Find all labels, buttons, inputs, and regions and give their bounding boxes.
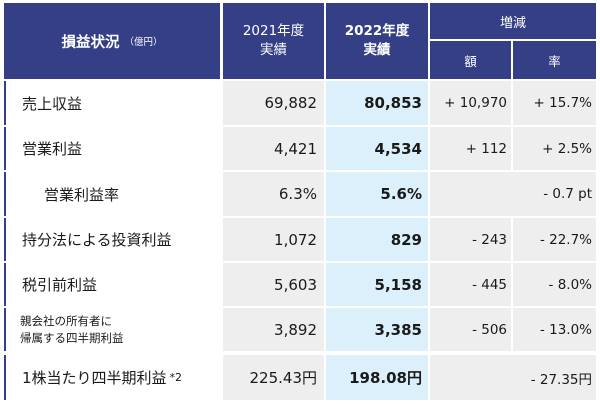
value-2021: 4,421 (223, 127, 324, 170)
header-change: 増減 (430, 3, 596, 39)
value-2021: 225.43円 (223, 355, 324, 400)
change-amount: + 112 (430, 127, 511, 170)
row-label: 税引前利益 (4, 263, 220, 306)
value-2022: 829 (326, 218, 428, 261)
change-amount: + 10,970 (430, 81, 511, 125)
footnote-marker: *2 (169, 371, 183, 384)
table-row-pretax-profit: 税引前利益 5,603 5,158 - 445 - 8.0% (4, 263, 596, 306)
change-rate: + 15.7% (513, 81, 596, 125)
header-change-rate: 率 (513, 41, 596, 79)
change-amount: - 506 (430, 308, 511, 351)
table-row-revenue: 売上収益 69,882 80,853 + 10,970 + 15.7% (4, 81, 596, 125)
value-2021: 3,892 (223, 308, 324, 351)
row-label-line1: 親会社の所有者に (20, 313, 112, 328)
row-label: 1株当たり四半期利益 *2 (4, 355, 220, 400)
row-label: 持分法による投資利益 (4, 218, 220, 261)
value-2022: 5,158 (326, 263, 428, 306)
value-2022: 198.08円 (326, 355, 428, 400)
header-2021-year: 2021年度 (242, 23, 305, 39)
value-2021: 1,072 (223, 218, 324, 261)
table-row-operating-profit: 営業利益 4,421 4,534 + 112 + 2.5% (4, 127, 596, 170)
change-merged: - 0.7 pt (430, 172, 596, 216)
row-label-text: 1株当たり四半期利益 (22, 369, 167, 387)
table-row-net-profit: 親会社の所有者に 帰属する四半期利益 3,892 3,385 - 506 - 13… (4, 308, 596, 351)
value-2021: 6.3% (223, 172, 324, 216)
header-unit: （億円） (124, 37, 163, 48)
change-amount: - 445 (430, 263, 511, 306)
row-label: 営業利益 (4, 127, 220, 170)
header-2022-label: 実績 (363, 42, 391, 58)
row-label: 親会社の所有者に 帰属する四半期利益 (4, 308, 220, 351)
change-rate: - 8.0% (513, 263, 596, 306)
table-row-eps: 1株当たり四半期利益 *2 225.43円 198.08円 - 27.35円 (4, 355, 596, 400)
change-rate: - 22.7% (513, 218, 596, 261)
table-header-title: 損益状況 （億円） (4, 3, 220, 79)
header-change-amount: 額 (430, 41, 511, 79)
value-2022: 5.6% (326, 172, 428, 216)
value-2021: 5,603 (223, 263, 324, 306)
value-2021: 69,882 (223, 81, 324, 125)
header-2021: 2021年度 実績 (223, 3, 324, 79)
row-label-line2: 帰属する四半期利益 (20, 330, 124, 345)
table-row-equity-method: 持分法による投資利益 1,072 829 - 243 - 22.7% (4, 218, 596, 261)
row-label: 売上収益 (4, 81, 220, 125)
change-amount: - 243 (430, 218, 511, 261)
change-rate: - 13.0% (513, 308, 596, 351)
table-row-operating-margin: 営業利益率 6.3% 5.6% - 0.7 pt (4, 172, 596, 216)
change-merged: - 27.35円 (430, 355, 596, 400)
change-rate: + 2.5% (513, 127, 596, 170)
value-2022: 3,385 (326, 308, 428, 351)
header-2022-year: 2022年度 (344, 23, 410, 39)
row-label: 営業利益率 (4, 172, 220, 216)
header-2022: 2022年度 実績 (326, 3, 428, 79)
value-2022: 4,534 (326, 127, 428, 170)
value-2022: 80,853 (326, 81, 428, 125)
header-2021-label: 実績 (259, 42, 287, 58)
header-title: 損益状況 (61, 34, 120, 51)
